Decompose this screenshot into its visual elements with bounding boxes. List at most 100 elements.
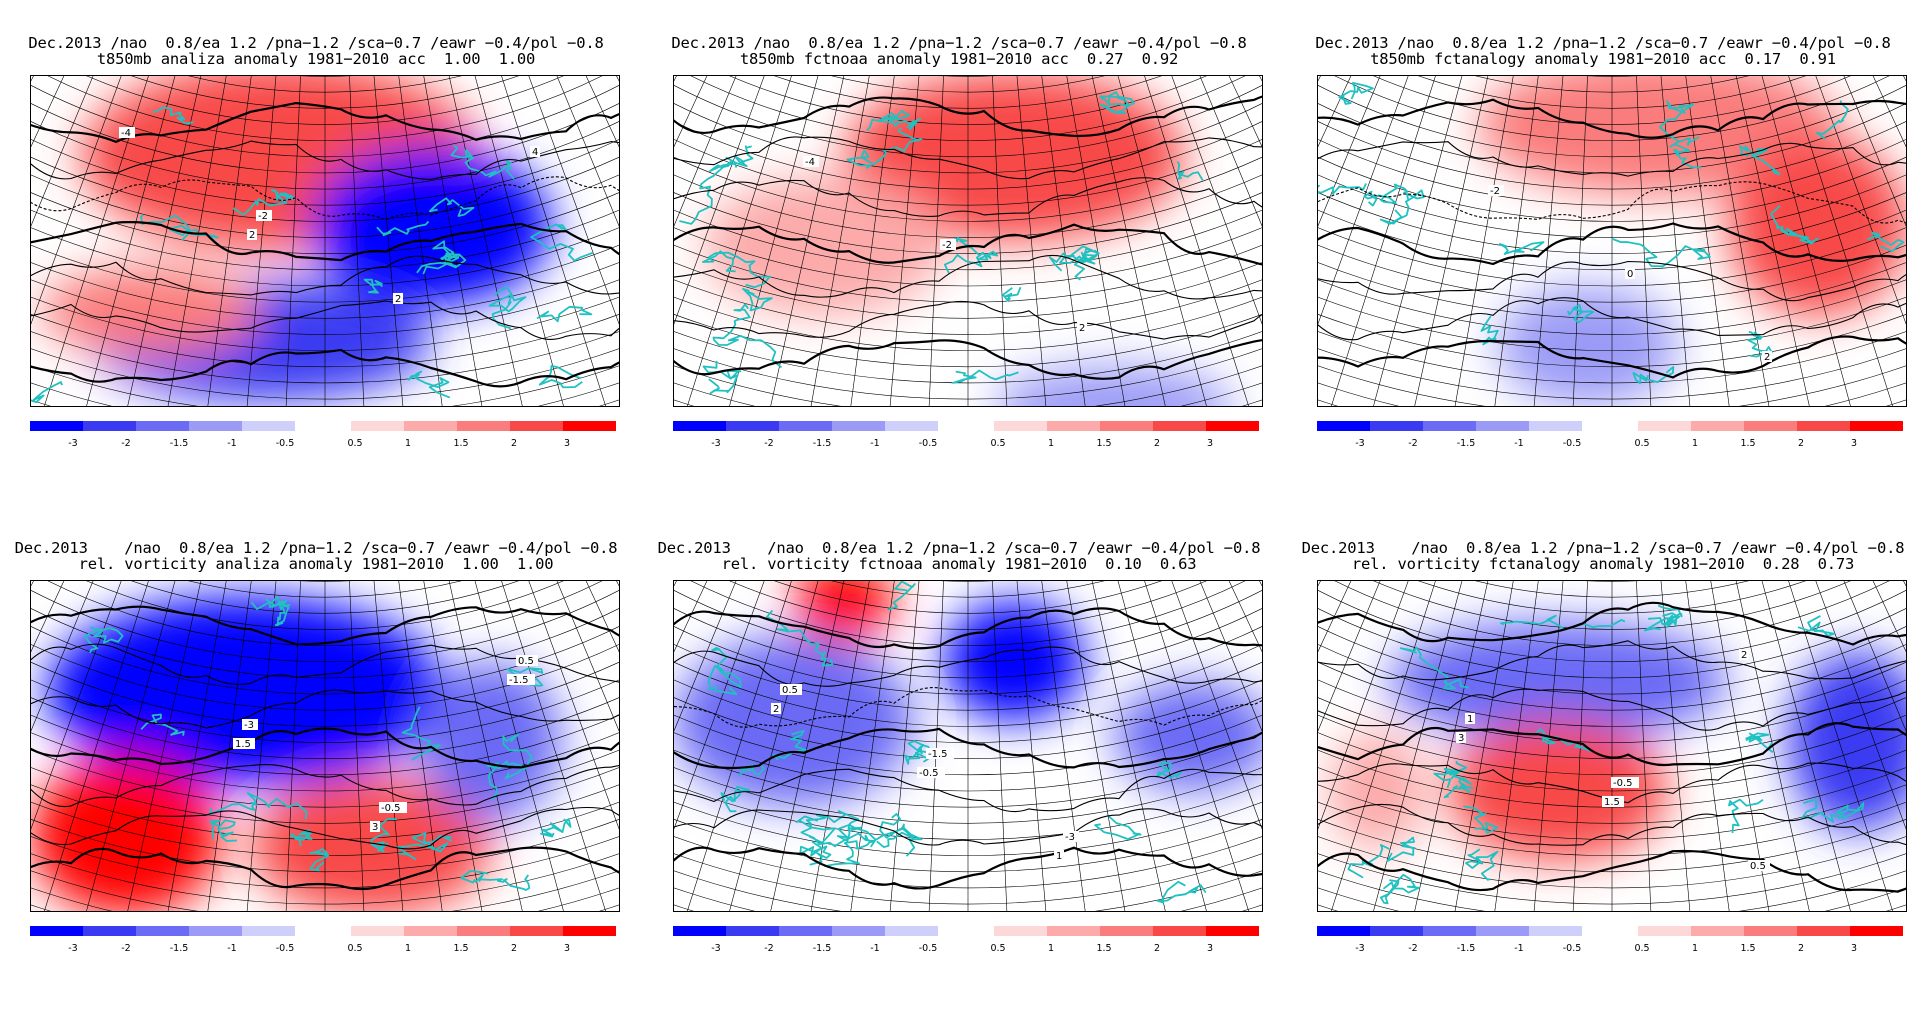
contour-line <box>31 300 619 340</box>
colorbar-label: 3 <box>563 943 571 954</box>
contour-line <box>31 176 619 221</box>
colorbar-swatch-positive <box>1100 926 1153 936</box>
colorbar-label: 0.5 <box>990 438 1006 449</box>
contour-label: 3 <box>1458 733 1464 744</box>
cold-anomaly-blob <box>1114 681 1262 791</box>
map-panel: Dec.2013 /nao 0.8/ea 1.2 /pna−1.2 /sca−0… <box>658 540 1263 1010</box>
coastline <box>887 581 916 611</box>
map-panel: Dec.2013 /nao 0.8/ea 1.2 /pna−1.2 /sca−0… <box>15 540 620 1010</box>
colorbar-label: -1.5 <box>812 943 832 954</box>
title-line-1: Dec.2013 /nao 0.8/ea 1.2 /pna−1.2 /sca−0… <box>657 539 1261 557</box>
colorbar-label: 3 <box>1850 438 1858 449</box>
coastline <box>1318 183 1367 210</box>
coastline <box>737 764 765 777</box>
colorbar-swatch-negative <box>1476 926 1529 936</box>
colorbar-swatch-negative <box>1423 926 1476 936</box>
contour-label: -4 <box>805 157 815 168</box>
colorbar-label: -0.5 <box>275 943 295 954</box>
colorbar-swatch-positive <box>1206 421 1259 431</box>
contour-label: 2 <box>1741 650 1747 661</box>
contour-label: -2 <box>258 211 268 222</box>
contour-label: 3 <box>372 822 378 833</box>
coastline <box>1611 237 1711 268</box>
colorbar-label: -0.5 <box>275 438 295 449</box>
contour-line <box>674 92 1262 138</box>
colorbar-swatch-negative <box>189 421 242 431</box>
colorbar-swatch-positive <box>1797 421 1850 431</box>
colorbar-swatch-positive <box>510 926 563 936</box>
colorbar-label: -1.5 <box>169 438 189 449</box>
colorbar-label: -1 <box>870 438 880 449</box>
contour-line <box>31 689 619 729</box>
contour-line <box>674 337 1262 380</box>
coastline <box>1770 205 1819 245</box>
colorbar-label: 2 <box>1797 438 1805 449</box>
contour-line <box>31 643 619 686</box>
contour-line <box>674 846 1262 890</box>
coastline <box>1155 761 1183 779</box>
colorbar-label: -1 <box>227 943 237 954</box>
coastline <box>878 109 911 122</box>
colorbar-swatch-positive <box>351 926 404 936</box>
colorbar: -3 -2 -1.5 -1 -0.5 0.5 1 1.5 2 3 <box>1317 421 1907 451</box>
coastline <box>530 223 594 262</box>
colorbar: -3 -2 -1.5 -1 -0.5 0.5 1 1.5 2 3 <box>673 926 1263 956</box>
panel-title: Dec.2013 /nao 0.8/ea 1.2 /pna−1.2 /sca−0… <box>1288 35 1918 67</box>
coastline <box>944 236 999 274</box>
colorbar-label: 1.5 <box>453 943 469 954</box>
coastline <box>725 145 754 167</box>
coastline <box>1176 161 1204 181</box>
contour-label: -1.5 <box>509 675 529 686</box>
colorbar-swatch-negative <box>30 926 83 936</box>
contour-label: 2 <box>1764 352 1770 363</box>
contour-line <box>674 725 1262 770</box>
contour-label: 1.5 <box>235 739 251 750</box>
colorbar: -3 -2 -1.5 -1 -0.5 0.5 1 1.5 2 3 <box>30 926 620 956</box>
coastline <box>486 760 526 801</box>
coastline <box>799 840 832 866</box>
map-panel: Dec.2013 /nao 0.8/ea 1.2 /pna−1.2 /sca−0… <box>1302 35 1907 505</box>
contour-line <box>674 768 1262 813</box>
contour-line <box>31 140 619 180</box>
title-line-2: t850mb fctnoaa anomaly 1981−2010 acc 0.2… <box>739 50 1179 68</box>
colorbar-label: -3 <box>711 943 721 954</box>
warm-anomaly-blob <box>844 76 1184 241</box>
contour-label: 1 <box>1467 714 1473 725</box>
colorbar-swatch-positive <box>1153 421 1206 431</box>
colorbar-label: 1 <box>1691 943 1699 954</box>
map-panel: Dec.2013 /nao 0.8/ea 1.2 /pna−1.2 /sca−0… <box>658 35 1263 505</box>
contour-line <box>1318 222 1906 266</box>
colorbar-swatch-positive <box>1153 926 1206 936</box>
colorbar-swatch-negative <box>1476 421 1529 431</box>
cold-anomaly-blob <box>944 601 1084 721</box>
colorbar-label: -1.5 <box>1456 438 1476 449</box>
coastline <box>742 287 773 312</box>
colorbar-label: -0.5 <box>1562 438 1582 449</box>
contour-line <box>674 254 1262 300</box>
colorbar-swatch-negative <box>136 926 189 936</box>
colorbar-swatch-negative <box>1423 421 1476 431</box>
colorbar-swatch-negative <box>1529 421 1582 431</box>
warm-anomaly-blob <box>794 581 894 641</box>
contour-label: -3 <box>1065 832 1075 843</box>
coastline <box>1500 614 1626 631</box>
contour-line <box>674 607 1262 650</box>
contour-label: -1.5 <box>928 749 948 760</box>
colorbar-swatch-negative <box>1370 926 1423 936</box>
colorbar-label: -1 <box>870 943 880 954</box>
title-line-2: rel. vorticity fctanalogy anomaly 1981−2… <box>1351 555 1855 573</box>
coastline <box>1465 848 1499 881</box>
coastline <box>1363 183 1409 207</box>
anomaly-map: -2 0 2 <box>1318 76 1906 406</box>
colorbar-label: 0.5 <box>1634 438 1650 449</box>
contour-label: 0.5 <box>782 685 798 696</box>
coastline <box>904 740 933 765</box>
colorbar-label: 1 <box>1047 438 1055 449</box>
colorbar-swatch-positive <box>457 926 510 936</box>
colorbar-swatch-positive <box>1691 926 1744 936</box>
contour-line <box>1318 141 1906 177</box>
title-line-1: Dec.2013 /nao 0.8/ea 1.2 /pna−1.2 /sca−0… <box>14 539 618 557</box>
colorbar-swatch-negative <box>1529 926 1582 936</box>
colorbar-swatch-positive <box>1744 926 1797 936</box>
